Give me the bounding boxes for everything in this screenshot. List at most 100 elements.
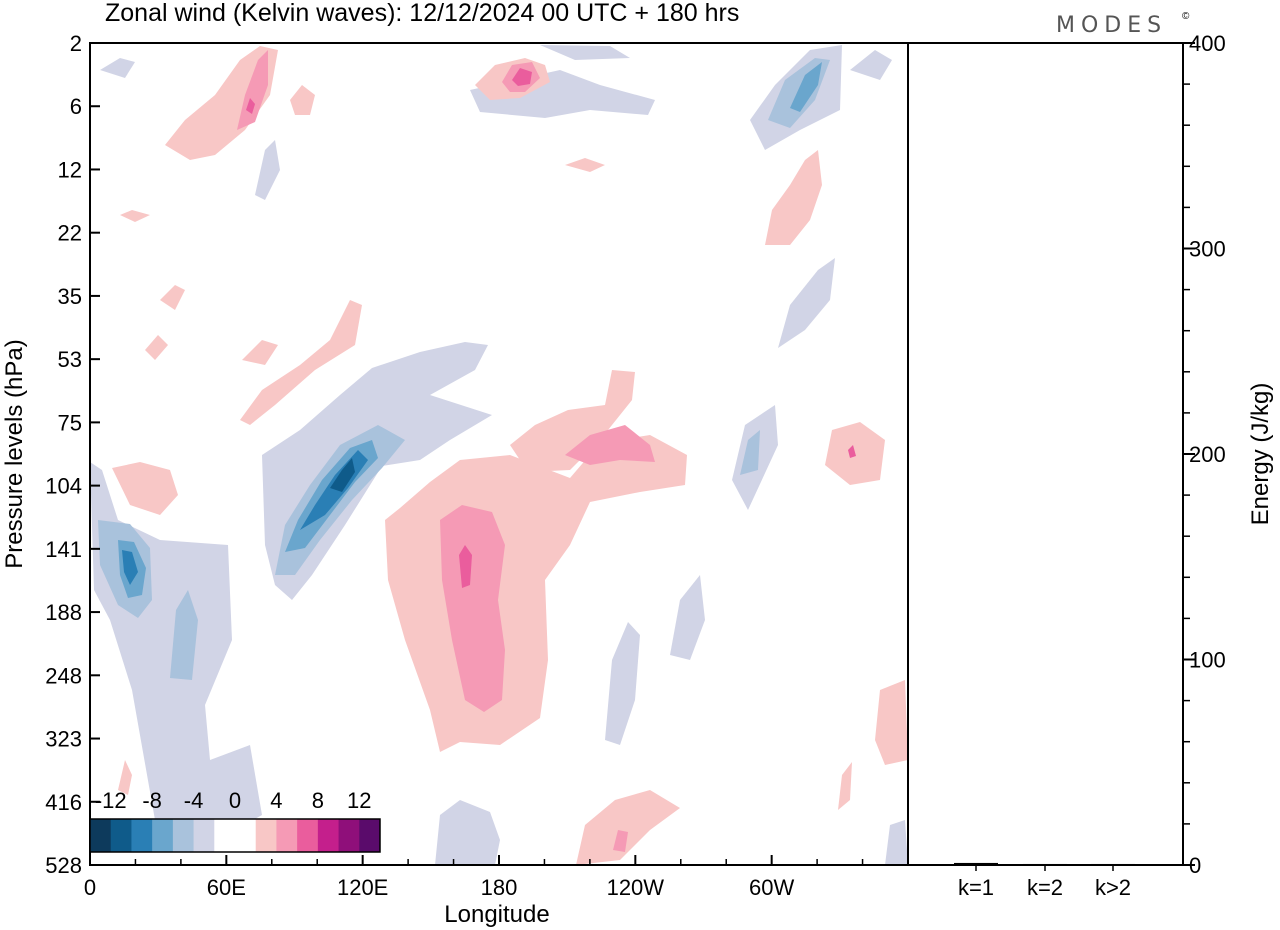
energy-category-label: k=1 xyxy=(958,875,994,900)
colorbar-cell xyxy=(317,819,340,852)
neg-shape-top-mid xyxy=(540,45,630,60)
energy-bar xyxy=(1023,863,1067,865)
colorbar-cell xyxy=(359,819,381,852)
energy-panel: 0 100 200 300 400 k=1 k=2 k>2 Energy (J/kg) xyxy=(907,31,1274,900)
pos-shape-small-2 xyxy=(160,285,185,310)
x-tick-label: 60E xyxy=(207,875,246,900)
zonal-wind-panel: -12 -8 -4 0 4 8 12 0 60E 120E 180 120W 60W 2 6 12 22 35… xyxy=(1,31,909,928)
pos-core-south xyxy=(613,830,628,852)
y-axis-label: Pressure levels (hPa) xyxy=(1,339,28,568)
neg-shape-cross-east xyxy=(850,50,892,80)
neg-core-east-low xyxy=(740,430,760,475)
colorbar-cell xyxy=(193,819,215,852)
x-tick-label: 180 xyxy=(481,875,518,900)
pos-core-east-dot xyxy=(848,445,856,458)
pos-shape-east-mid xyxy=(765,150,822,245)
neg-shape-mid-filament xyxy=(255,140,280,200)
y-tick-label: 323 xyxy=(45,727,82,752)
colorbar-labels: -12 -8 -4 0 4 8 12 xyxy=(95,788,372,813)
colorbar-cell xyxy=(90,819,112,852)
colorbar-label: 12 xyxy=(347,788,371,813)
pos-core-main-inner xyxy=(459,545,472,588)
colorbar-label: 8 xyxy=(312,788,324,813)
colorbar-cell xyxy=(214,819,236,852)
energy-panel-frame xyxy=(907,42,1184,866)
pos-shape-west xyxy=(112,462,178,515)
y-tick-label: 104 xyxy=(45,474,82,499)
pos-shape-east-low xyxy=(875,680,908,765)
modes-logo: MODES © xyxy=(1056,11,1190,38)
energy-bar xyxy=(1091,863,1135,865)
x-tick-label: 0 xyxy=(84,875,96,900)
y-tick-label: 35 xyxy=(58,284,82,309)
x-tick-label: 120E xyxy=(337,875,388,900)
energy-bars xyxy=(954,862,1135,865)
pos-shape-small-3 xyxy=(118,760,132,795)
neg-shape-atlantic-low xyxy=(605,622,640,745)
energy-axis-label: Energy (J/kg) xyxy=(1247,383,1274,526)
pos-shape-upper-b xyxy=(242,340,278,365)
x-tick-label: 60W xyxy=(749,875,794,900)
colorbar-label: 4 xyxy=(270,788,282,813)
neg-shape-pacific-low xyxy=(670,575,705,660)
energy-category-label: k>2 xyxy=(1095,875,1131,900)
neg-core-east-top-inner xyxy=(790,62,822,112)
energy-tick-label: 0 xyxy=(1189,853,1201,878)
colorbar-cell xyxy=(338,819,360,852)
energy-bar xyxy=(954,862,998,865)
energy-axis-ticks: 0 100 200 300 400 xyxy=(1183,31,1226,878)
y-tick-label: 53 xyxy=(58,347,82,372)
pos-core-top-dateline-inner xyxy=(512,68,532,86)
pos-shape-south xyxy=(576,790,680,865)
pos-core-main xyxy=(440,505,505,712)
colorbar-cell xyxy=(297,819,319,852)
y-tick-label: 188 xyxy=(45,600,82,625)
colorbar-cell xyxy=(255,819,277,852)
colorbar-label: 0 xyxy=(229,788,241,813)
colorbar: -12 -8 -4 0 4 8 12 xyxy=(89,788,381,853)
energy-category-label: k=2 xyxy=(1027,875,1063,900)
colorbar-cell xyxy=(276,819,298,852)
neg-shape-south xyxy=(435,800,500,865)
neg-shape-east-edge xyxy=(885,820,908,865)
y-tick-label: 2 xyxy=(70,31,82,56)
y-tick-label: 22 xyxy=(58,221,82,246)
energy-tick-label: 200 xyxy=(1189,442,1226,467)
colorbar-label: -12 xyxy=(95,788,127,813)
chart-title: Zonal wind (Kelvin waves): 12/12/2024 00… xyxy=(105,0,739,27)
neg-core-band-inner xyxy=(330,458,355,492)
y-axis-ticks: 2 6 12 22 35 53 75 104 141 188 248 323 416 528 xyxy=(45,31,100,878)
pos-core xyxy=(237,50,856,852)
neg-core xyxy=(98,58,830,680)
colorbar-frame xyxy=(89,818,381,853)
neg-shape-east-mid xyxy=(778,258,835,348)
colorbar-cell xyxy=(152,819,174,852)
colorbar-label: -4 xyxy=(184,788,204,813)
y-tick-label: 248 xyxy=(45,663,82,688)
energy-categories: k=1 k=2 k>2 xyxy=(958,865,1131,900)
pos-core-east xyxy=(565,425,655,465)
pos-shape-mid-dateline xyxy=(510,370,635,472)
pos-core-top-west-inner xyxy=(246,98,255,114)
colorbar-cell xyxy=(110,819,132,852)
pos-shape-upper xyxy=(240,300,362,425)
brand-name: MODES xyxy=(1056,13,1167,38)
colorbar-cell xyxy=(172,819,195,852)
colorbar-cell xyxy=(235,819,257,852)
colorbar-label: -8 xyxy=(142,788,162,813)
y-tick-label: 12 xyxy=(58,157,82,182)
pos-shape-east-deep xyxy=(838,762,852,810)
neg-core-west-low xyxy=(170,590,198,680)
neg-core-west-inner xyxy=(122,550,138,585)
y-tick-label: 75 xyxy=(58,410,82,435)
colorbar-cell xyxy=(131,819,153,852)
brand-mark: © xyxy=(1182,11,1190,22)
pos-core-top-west xyxy=(237,50,268,130)
pos-shape-small-1 xyxy=(145,335,168,360)
y-tick-label: 6 xyxy=(70,94,82,119)
pos-shape-small-5 xyxy=(120,210,150,222)
energy-tick-label: 300 xyxy=(1189,237,1226,262)
pos-shape-top-west xyxy=(165,46,278,160)
pos-shape-top-b xyxy=(290,85,315,115)
x-axis-ticks: 0 60E 120E 180 120W 60W xyxy=(84,855,864,900)
